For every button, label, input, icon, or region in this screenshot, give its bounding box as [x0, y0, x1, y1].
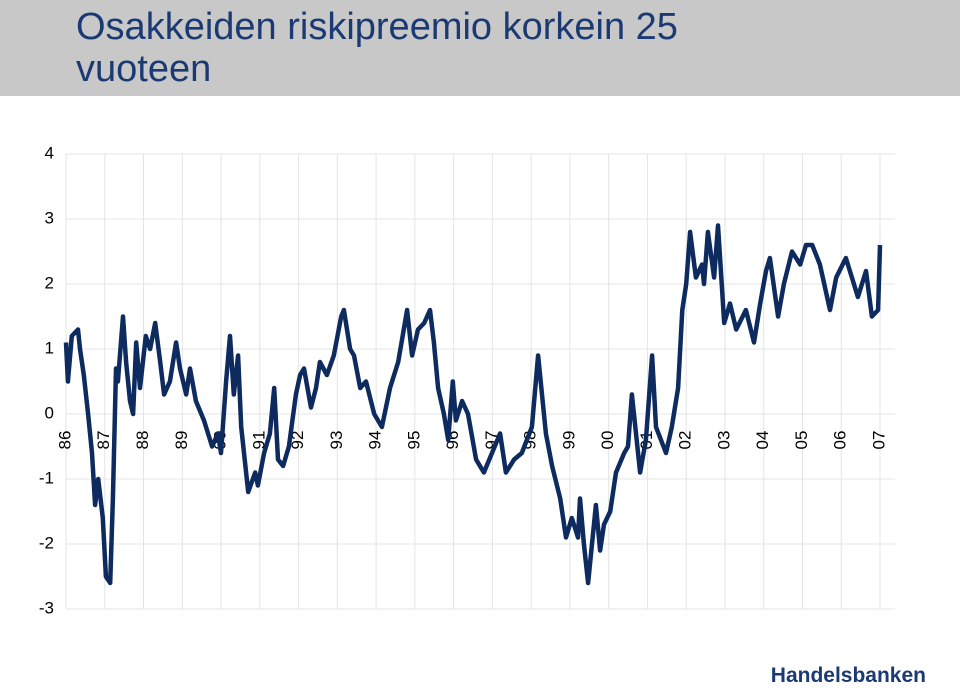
- y-tick-label: 3: [45, 208, 54, 227]
- y-tick-label: 1: [45, 338, 54, 357]
- x-tick-label: 07: [869, 431, 888, 450]
- x-tick-label: 92: [288, 431, 307, 450]
- chart-title: Osakkeiden riskipreemio korkein 25 vuote…: [76, 6, 678, 90]
- x-tick-label: 91: [249, 431, 268, 450]
- y-tick-label: 4: [45, 143, 54, 162]
- x-tick-label: 02: [676, 431, 695, 450]
- x-tick-label: 88: [133, 431, 152, 450]
- x-tick-label: 86: [55, 431, 74, 450]
- header-band: [0, 0, 960, 96]
- x-tick-label: 03: [714, 431, 733, 450]
- y-tick-label: 2: [45, 273, 54, 292]
- x-tick-label: 93: [327, 431, 346, 450]
- x-tick-label: 00: [598, 431, 617, 450]
- x-tick-label: 04: [753, 431, 772, 450]
- x-tick-label: 05: [792, 431, 811, 450]
- y-tick-label: 0: [45, 403, 54, 422]
- y-tick-label: -3: [39, 598, 54, 617]
- x-tick-label: 89: [172, 431, 191, 450]
- x-tick-label: 99: [559, 431, 578, 450]
- x-tick-label: 87: [94, 431, 113, 450]
- x-tick-label: 95: [404, 431, 423, 450]
- data-line: [63, 223, 883, 586]
- x-tick-label: 94: [366, 431, 385, 450]
- brand-logo: Handelsbanken: [770, 664, 926, 687]
- y-tick-label: -1: [39, 468, 54, 487]
- x-tick-label: 06: [831, 431, 850, 450]
- y-tick-label: -2: [39, 533, 54, 552]
